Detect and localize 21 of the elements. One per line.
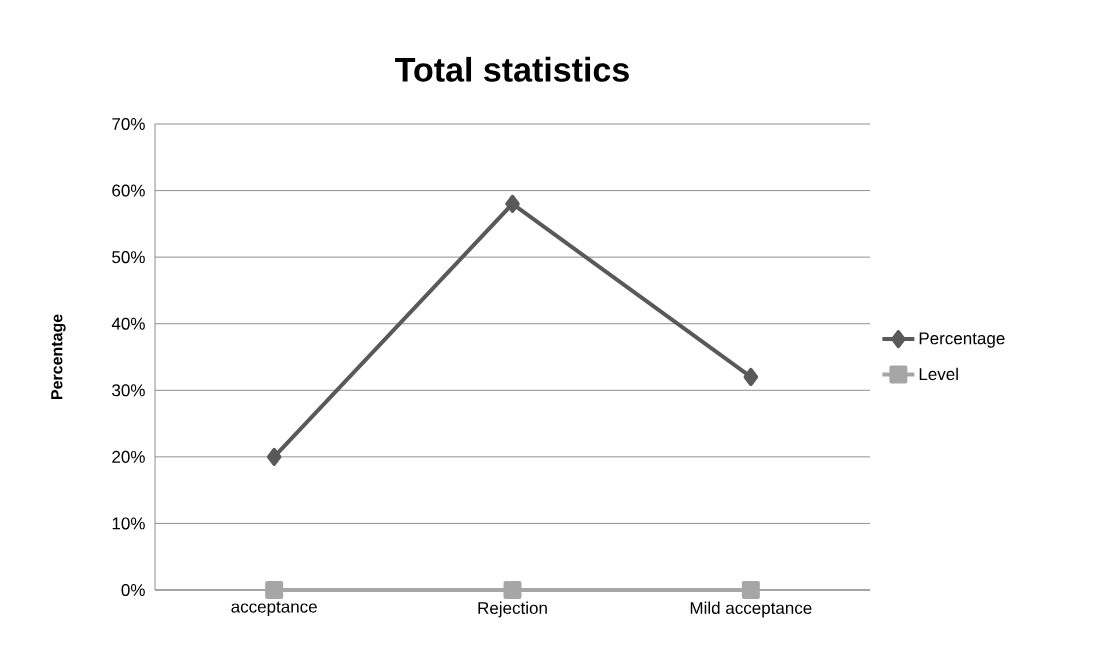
point [741, 581, 760, 599]
y-tick-label: 0% [121, 583, 145, 597]
x-tick-label: acceptance [231, 601, 317, 617]
y-tick-label: 20% [112, 450, 145, 463]
point [266, 447, 282, 466]
y-tick-label: 70% [112, 117, 145, 131]
point [503, 581, 522, 599]
y-tick-label: 50% [112, 251, 145, 264]
y-axis-title: Percentage [51, 314, 66, 400]
x-tick-label: Mild acceptance [690, 601, 812, 618]
y-tick-label: 60% [112, 184, 145, 197]
y-tick-label: 10% [112, 517, 145, 530]
legend-label: Percentage [919, 332, 1005, 348]
point [265, 581, 284, 599]
point [743, 367, 759, 386]
chart-title: Total statistics [395, 56, 629, 82]
y-tick-label: 40% [111, 317, 145, 330]
legend-label: Level [919, 367, 958, 381]
point [505, 194, 520, 213]
x-tick-label: Rejection [478, 601, 547, 618]
y-tick-label: 30% [112, 384, 145, 397]
